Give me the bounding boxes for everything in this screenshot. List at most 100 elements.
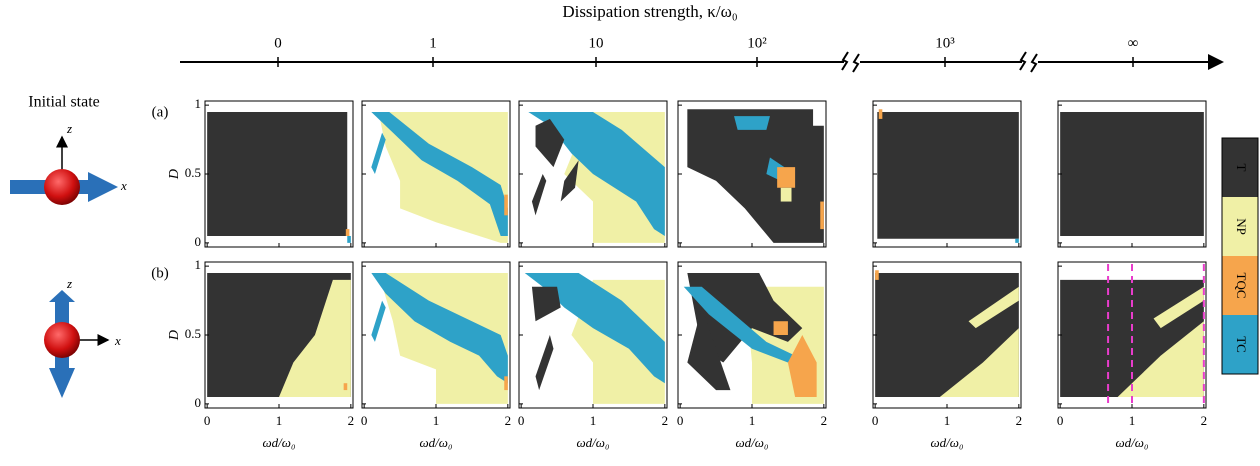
phase-panel: 0 0.5 1 0 1 2 ωd/ω₀ D [167, 257, 354, 450]
phase-panel [677, 100, 827, 248]
legend-label: T [1234, 164, 1249, 172]
phase-region [687, 109, 824, 243]
phase-region [875, 270, 879, 280]
phase-region [780, 187, 792, 202]
axis-break [841, 51, 1038, 73]
legend-swatch [1222, 315, 1258, 374]
x-tick-label: 0 [204, 413, 211, 428]
x-axis-label: ωd/ω₀ [420, 435, 453, 450]
phase-region [371, 112, 508, 236]
phase-region [371, 273, 508, 384]
phase-region [683, 286, 796, 363]
legend-swatch [1222, 138, 1258, 197]
phase-panel: 0 0.5 1 D [167, 96, 354, 249]
axis-letter: x [120, 178, 127, 193]
phase-region [777, 167, 796, 188]
axis-letter: z [66, 276, 72, 291]
phase-region [531, 174, 547, 216]
x-axis-label: ωd/ω₀ [577, 435, 610, 450]
x-tick-label: 0 [677, 413, 684, 428]
phase-panel [361, 100, 511, 248]
x-tick-label: 0 [1057, 413, 1064, 428]
phase-region [528, 112, 665, 236]
phase-region [524, 273, 665, 384]
phase-panel [872, 100, 1022, 248]
initial-state-label: Initial state [28, 94, 100, 111]
axis-letter: x [114, 333, 121, 348]
phase-panel: 0 1 2 ωd/ω₀ [872, 261, 1023, 450]
phase-region [347, 235, 351, 243]
kappa-label: 10 [589, 35, 604, 51]
x-axis-label: ωd/ω₀ [263, 435, 296, 450]
state-icon-b [44, 290, 110, 398]
phase-region [820, 201, 824, 230]
x-axis-label: ωd/ω₀ [931, 435, 964, 450]
phase-region [1060, 112, 1204, 236]
legend-label: TQC [1234, 273, 1249, 299]
y-tick-label: 0.5 [185, 165, 201, 180]
phase-panel: 0 1 2 ωd/ω₀ [361, 261, 512, 450]
legend-frame [1221, 137, 1259, 375]
row-label: (a) [152, 104, 169, 120]
kappa-label: 10³ [935, 35, 955, 51]
x-tick-label: 2 [505, 413, 512, 428]
phase-region [371, 132, 386, 174]
phase-region [687, 273, 803, 363]
kappa-label: 10² [747, 35, 767, 51]
phase-region [1015, 238, 1019, 243]
kappa-label: 0 [274, 35, 282, 51]
phase-region [787, 335, 817, 397]
x-tick-label: 2 [348, 413, 355, 428]
phase-region [1153, 286, 1204, 329]
phase-region [504, 376, 508, 391]
x-tick-label: 1 [749, 413, 756, 428]
y-tick-label: 0.5 [185, 326, 201, 341]
x-tick-label: 1 [1129, 413, 1136, 428]
phase-region [560, 160, 579, 202]
phase-panel: 0 1 2 ωd/ω₀ [518, 261, 669, 450]
kappa-label: 1 [429, 35, 437, 51]
y-tick-label: 0 [195, 395, 202, 410]
phase-region [345, 229, 350, 236]
x-tick-label: 2 [821, 413, 828, 428]
x-tick-label: 1 [276, 413, 283, 428]
phase-region [371, 300, 386, 342]
legend-swatch [1222, 197, 1258, 256]
x-tick-label: 2 [1201, 413, 1208, 428]
phase-region [531, 286, 561, 322]
y-tick-label: 0 [195, 234, 202, 249]
phase-region [877, 112, 1019, 239]
y-tick-label: 1 [195, 257, 202, 272]
y-axis-label: D [167, 169, 182, 180]
phase-region [687, 307, 731, 391]
x-tick-label: 1 [433, 413, 440, 428]
x-tick-label: 2 [1016, 413, 1023, 428]
legend-label: TC [1234, 336, 1249, 353]
phase-region [535, 335, 554, 391]
legend-swatch [1222, 256, 1258, 315]
y-axis-label: D [167, 330, 182, 341]
x-tick-label: 0 [518, 413, 525, 428]
phase-region [773, 321, 788, 335]
phase-region [968, 286, 1019, 329]
y-tick-label: 1 [195, 96, 202, 111]
axis-letter: z [66, 121, 72, 136]
phase-region [504, 194, 508, 216]
x-tick-label: 1 [590, 413, 597, 428]
x-tick-label: 0 [361, 413, 368, 428]
row-label: (b) [151, 265, 169, 281]
x-axis-label: ωd/ω₀ [736, 435, 769, 450]
x-tick-label: 0 [872, 413, 879, 428]
x-tick-label: 2 [662, 413, 669, 428]
phase-region [343, 383, 348, 391]
phase-panel [518, 100, 668, 248]
kappa-label: ∞ [1128, 35, 1139, 51]
phase-region [734, 116, 770, 130]
state-icon-a [10, 135, 118, 205]
phase-region [878, 109, 883, 119]
legend-label: NP [1234, 218, 1249, 235]
phase-region [279, 279, 351, 397]
phase-panel: 0 1 2 ωd/ω₀ [677, 261, 828, 450]
phase-region [535, 118, 565, 168]
